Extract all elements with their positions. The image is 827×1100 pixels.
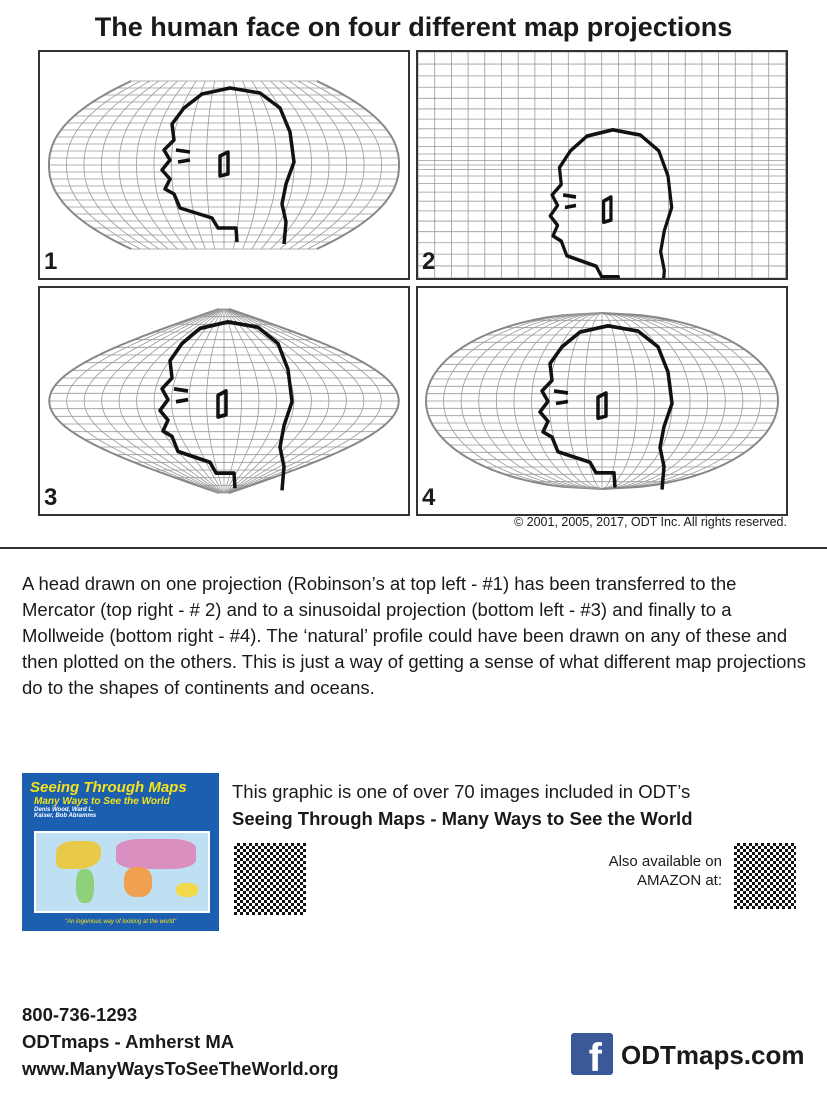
description: A head drawn on one projection (Robinson… bbox=[22, 573, 806, 698]
mollweide-grid bbox=[424, 312, 780, 490]
sinusoidal-grid bbox=[48, 308, 400, 494]
facebook-link[interactable]: ODTmaps.com bbox=[621, 1040, 805, 1070]
panel-number: 1 bbox=[44, 248, 58, 275]
website-link[interactable]: www.ManyWaysToSeeTheWorld.org bbox=[22, 1058, 339, 1079]
graticule bbox=[48, 80, 400, 250]
panel-robinson: 1 bbox=[38, 50, 410, 280]
graticule bbox=[48, 308, 400, 494]
book-cover[interactable]: Seeing Through Maps Many Ways to See the… bbox=[22, 773, 219, 931]
mercator-grid bbox=[418, 52, 786, 278]
cover-quote: "An ingenious way of looking at the worl… bbox=[64, 919, 177, 925]
amazon-qr-code-icon[interactable] bbox=[731, 840, 799, 912]
cover-authors: Denis Wood, Ward L. Kaiser, Bob Abramms bbox=[34, 807, 97, 819]
qr-code-icon[interactable] bbox=[231, 840, 309, 918]
phone: 800-736-1293 bbox=[22, 1004, 138, 1025]
cover-subtitle: Many Ways to See the World bbox=[34, 796, 170, 807]
panel-number: 4 bbox=[422, 484, 436, 511]
panel-number: 2 bbox=[422, 248, 436, 275]
face-outline bbox=[160, 86, 296, 245]
graticule bbox=[418, 52, 786, 278]
page-title: The human face on four different map pro… bbox=[94, 12, 733, 42]
panel-mollweide: 4 bbox=[416, 286, 788, 516]
organization: ODTmaps - Amherst MA bbox=[22, 1031, 235, 1052]
panel-number: 3 bbox=[44, 484, 58, 511]
copyright: © 2001, 2005, 2017, ODT Inc. All rights … bbox=[513, 515, 787, 529]
world-map-image bbox=[34, 831, 210, 913]
graticule bbox=[424, 312, 780, 490]
cover-title: Seeing Through Maps bbox=[30, 779, 187, 796]
face-outline bbox=[158, 319, 294, 491]
robinson-grid bbox=[48, 80, 400, 250]
panel-sinusoidal: 3 bbox=[38, 286, 410, 516]
panel-mercator: 2 bbox=[416, 50, 788, 280]
book-title: Seeing Through Maps - Many Ways to See t… bbox=[232, 808, 693, 829]
face-outline bbox=[538, 323, 674, 490]
promo-line: This graphic is one of over 70 images in… bbox=[232, 781, 691, 802]
amazon-text: Also available on AMAZON at: bbox=[608, 853, 722, 889]
facebook-icon[interactable]: f bbox=[571, 1033, 613, 1075]
face-outline bbox=[548, 127, 674, 278]
divider bbox=[0, 547, 827, 549]
